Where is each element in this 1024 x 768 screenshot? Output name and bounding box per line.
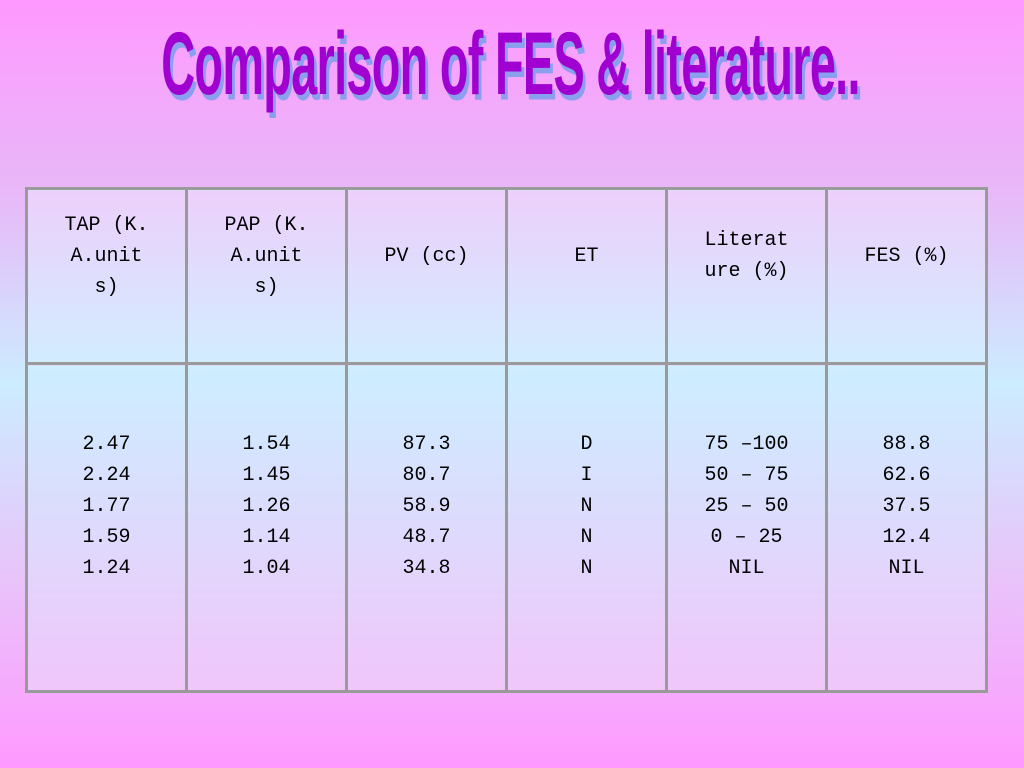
cell-value: 25 – 50: [704, 495, 789, 518]
cell-value: 87.3: [402, 433, 451, 456]
header-cell: PAP (K.A.units): [185, 187, 348, 365]
cell-value: 1.26: [242, 495, 291, 518]
cell-value: 1.45: [242, 464, 291, 487]
cell-value: 34.8: [402, 557, 451, 580]
body-cell: 75 –100 50 – 75 25 – 50 0 – 25 NIL: [665, 362, 828, 693]
cell-value: I: [580, 464, 593, 487]
body-cell: 88.8 62.6 37.5 12.4 NIL: [825, 362, 988, 693]
cell-value: 1.14: [242, 526, 291, 549]
body-cell: 87.3 80.7 58.9 48.7 34.8: [345, 362, 508, 693]
cell-value: 1.54: [242, 433, 291, 456]
comparison-table: TAP (K.A.units) PAP (K.A.units) PV (cc) ET L…: [25, 187, 988, 693]
header-cell: FES (%): [825, 187, 988, 365]
cell-value: 80.7: [402, 464, 451, 487]
body-cell: 1.54 1.45 1.26 1.14 1.04: [185, 362, 348, 693]
cell-value: 2.47: [82, 433, 131, 456]
cell-value: 37.5: [882, 495, 931, 518]
cell-value: 1.04: [242, 557, 291, 580]
cell-value: 75 –100: [704, 433, 789, 456]
cell-value: 88.8: [882, 433, 931, 456]
header-cell: ET: [505, 187, 668, 365]
cell-value: 48.7: [402, 526, 451, 549]
cell-value: 58.9: [402, 495, 451, 518]
cell-value: N: [580, 557, 593, 580]
cell-value: 1.59: [82, 526, 131, 549]
header-cell: TAP (K.A.units): [25, 187, 188, 365]
cell-value: 12.4: [882, 526, 931, 549]
cell-value: D: [580, 433, 593, 456]
cell-value: 1.24: [82, 557, 131, 580]
cell-value: 50 – 75: [704, 464, 789, 487]
cell-value: N: [580, 526, 593, 549]
cell-value: NIL: [888, 557, 925, 580]
header-cell: PV (cc): [345, 187, 508, 365]
cell-value: NIL: [728, 557, 765, 580]
body-row: 2.47 2.24 1.77 1.59 1.24 1.54 1.45 1.26 1.14 1.04…: [25, 362, 988, 693]
cell-value: 62.6: [882, 464, 931, 487]
cell-value: 0 – 25: [710, 526, 783, 549]
header-cell: Literature (%): [665, 187, 828, 365]
body-cell: 2.47 2.24 1.77 1.59 1.24: [25, 362, 188, 693]
header-row: TAP (K.A.units) PAP (K.A.units) PV (cc) ET L…: [25, 187, 988, 365]
cell-value: N: [580, 495, 593, 518]
slide-title: Comparison of FES & literature..: [161, 13, 860, 113]
cell-value: 2.24: [82, 464, 131, 487]
cell-value: 1.77: [82, 495, 131, 518]
